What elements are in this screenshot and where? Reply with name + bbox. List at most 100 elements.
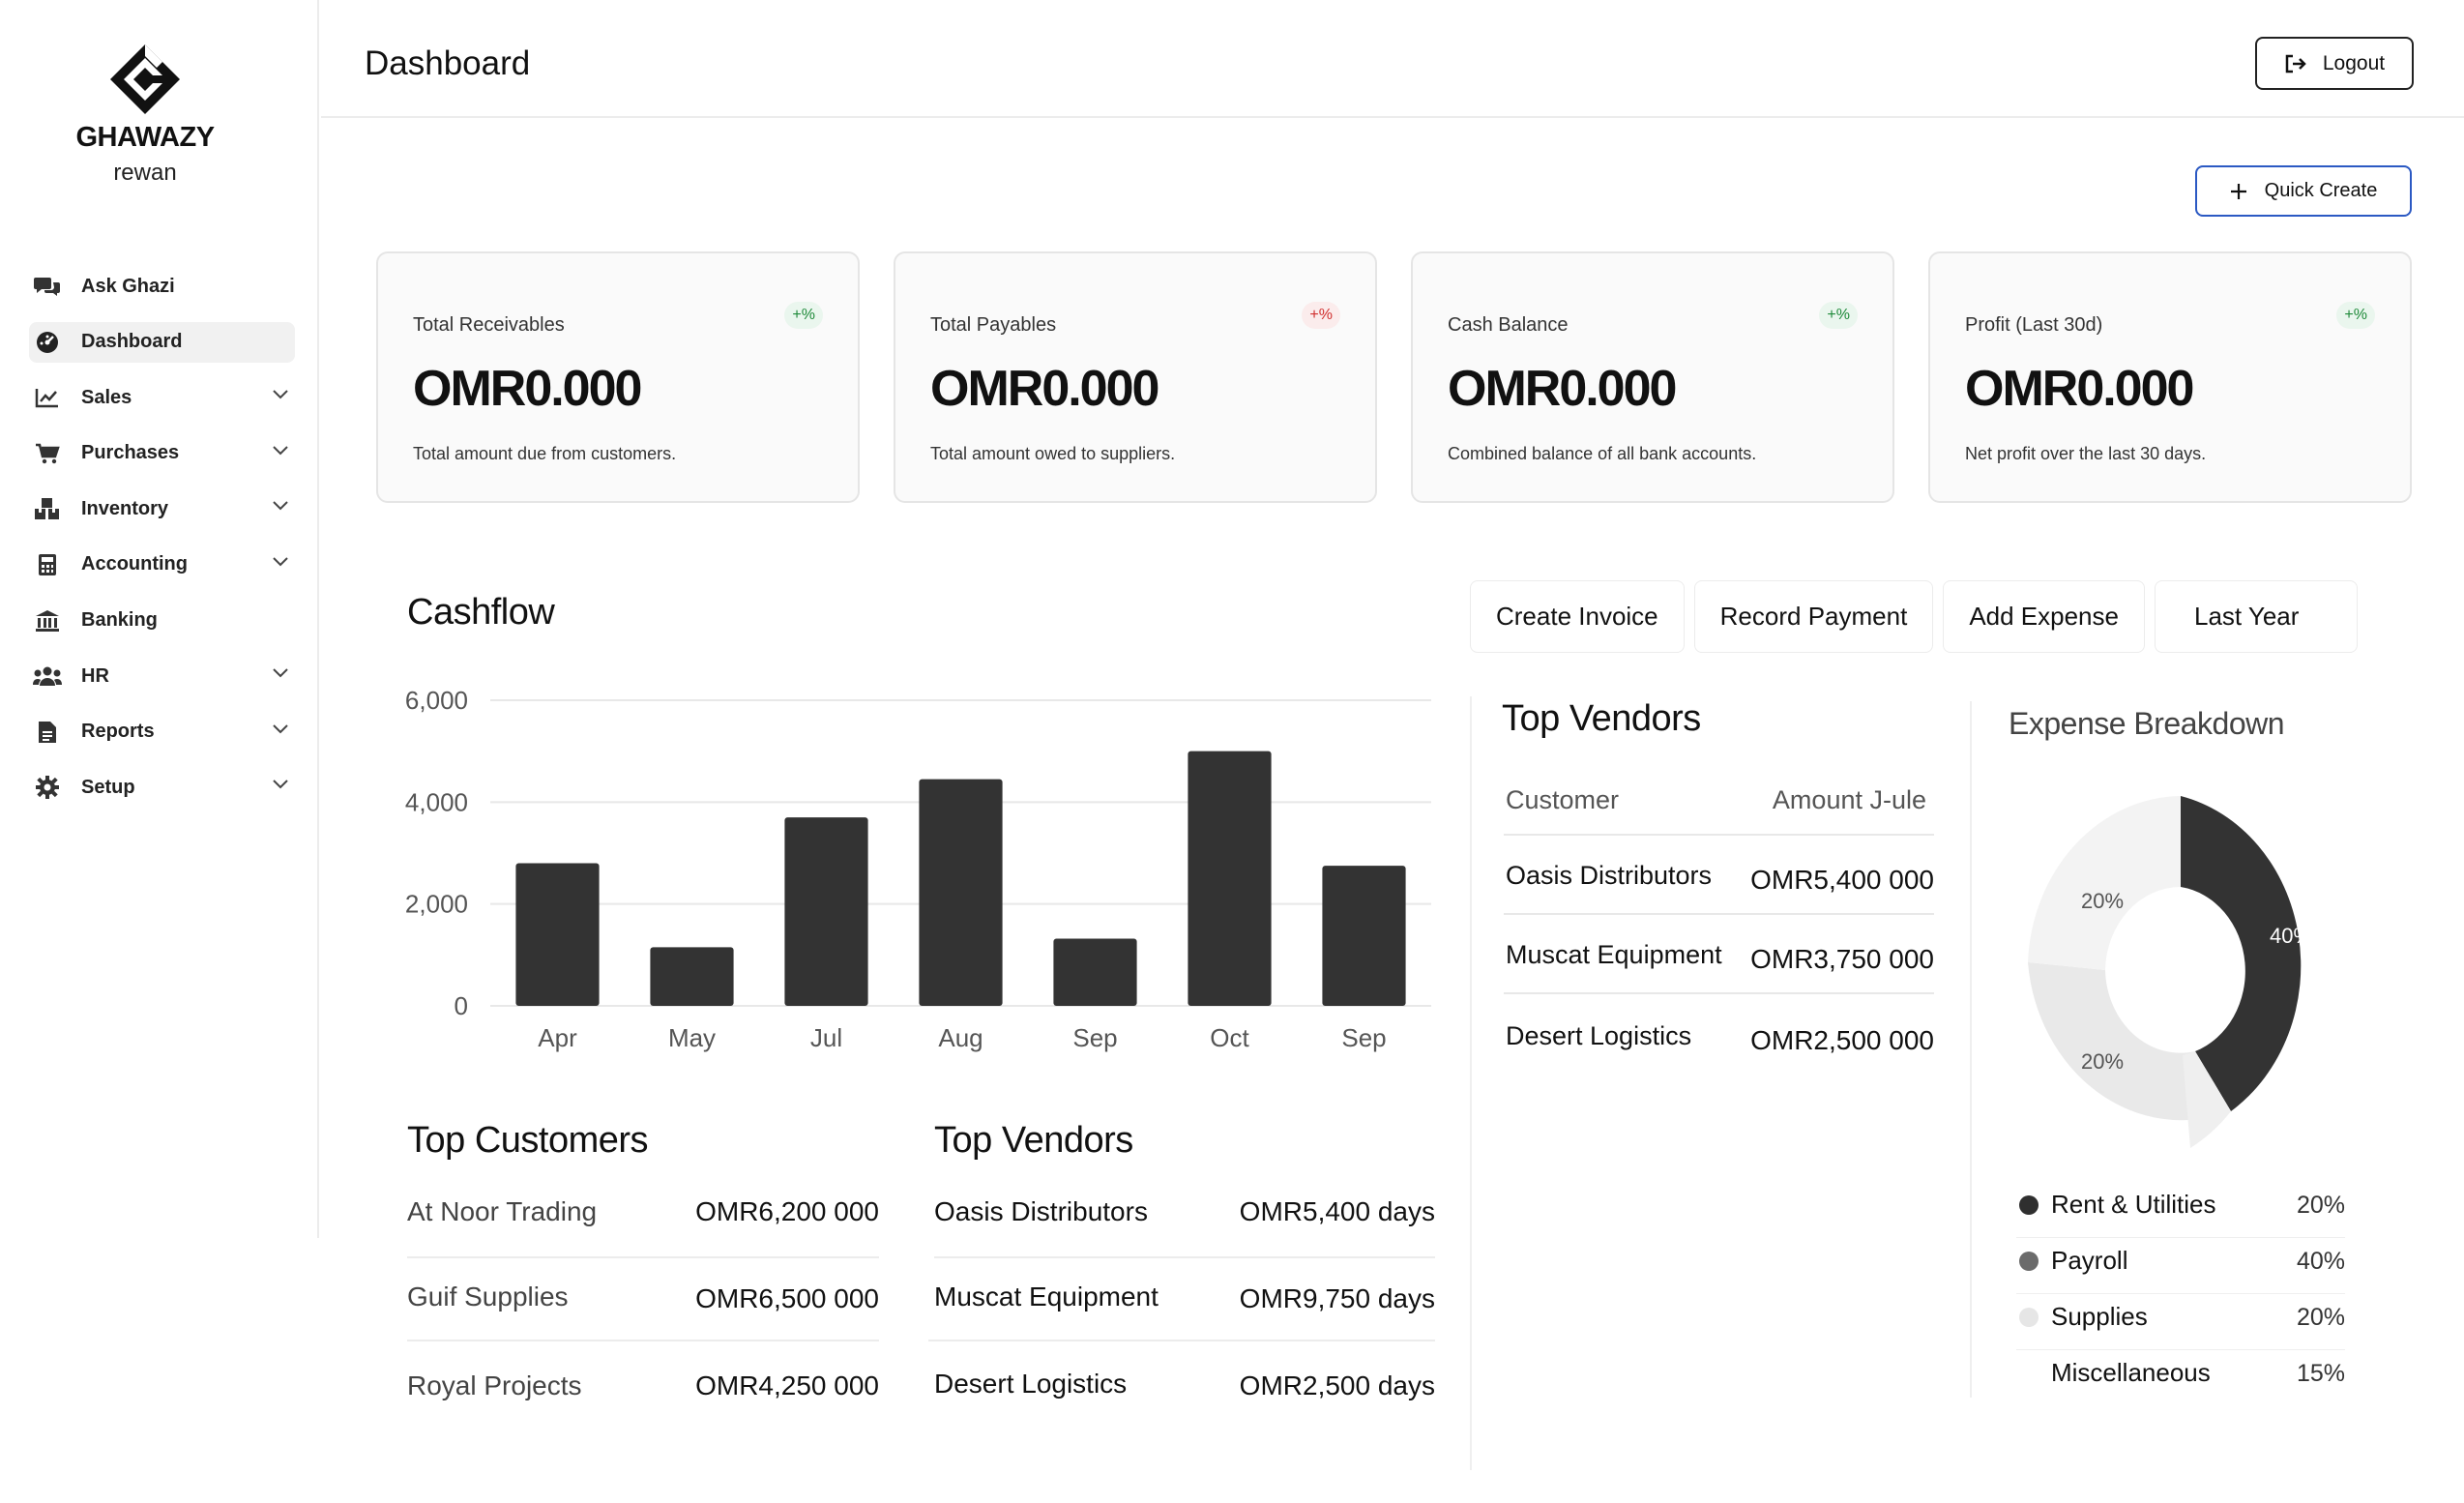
- document-icon: [33, 721, 62, 744]
- donut-label: 40%: [2270, 924, 2312, 948]
- brand-name: GHAWAZY: [75, 122, 215, 153]
- bar-aug[interactable]: [919, 779, 1003, 1006]
- customer-amount: OMR4,250 000: [695, 1370, 879, 1400]
- legend-label: Rent & Utilities: [2051, 1190, 2216, 1219]
- bar-jul[interactable]: [784, 817, 868, 1006]
- card-value: OMR0.000: [1965, 361, 2194, 417]
- card-value: OMR0.000: [1448, 361, 1677, 417]
- card-value: OMR0.000: [413, 361, 642, 417]
- customer-name: At Noor Trading: [407, 1196, 598, 1226]
- chevron-down-icon[interactable]: [272, 779, 289, 790]
- brand-logo[interactable]: GHAWAZY rewan: [0, 43, 290, 187]
- list-item[interactable]: Muscat Equipment OMR9,750 days: [928, 1258, 1435, 1341]
- period-filter-button[interactable]: Last Year: [2154, 580, 2359, 653]
- table-row[interactable]: Oasis Distributors OMR5,400 000: [1504, 836, 1934, 915]
- y-tick-label: 4,000: [405, 787, 468, 816]
- cart-icon: [33, 442, 62, 465]
- vendor-amount: OMR9,750 days: [1239, 1283, 1435, 1313]
- customer-amount: OMR6,200 000: [695, 1196, 879, 1226]
- top-header: Dashboard Logout: [321, 0, 2464, 118]
- vendor-name: Desert Logistics: [1506, 1021, 1692, 1050]
- quick-create-label: Quick Create: [2264, 180, 2378, 201]
- legend-dot: [2019, 1195, 2039, 1215]
- users-icon: [33, 664, 62, 688]
- kpi-card-payables: Total Payables +% OMR0.000 Total amount …: [894, 251, 1377, 503]
- chevron-down-icon[interactable]: [272, 500, 289, 512]
- sidebar-item-inventory[interactable]: Inventory: [29, 488, 295, 529]
- chart-line-icon: [33, 386, 62, 409]
- table-row[interactable]: Desert Logistics OMR2,500 000: [1504, 996, 1934, 1076]
- top-vendors-table-title: Top Vendors: [1502, 698, 1701, 739]
- card-label: Cash Balance: [1448, 314, 1569, 336]
- gear-icon: [33, 776, 62, 800]
- customer-name: Royal Projects: [407, 1370, 582, 1400]
- card-label: Total Payables: [930, 314, 1057, 336]
- card-description: Total amount due from customers.: [413, 444, 677, 463]
- donut-segment-misc: [2183, 1051, 2231, 1148]
- chevron-down-icon[interactable]: [272, 667, 289, 679]
- create-invoice-button[interactable]: Create Invoice: [1470, 580, 1685, 653]
- vendor-amount: OMR3,750 000: [1750, 944, 1934, 974]
- chevron-down-icon[interactable]: [272, 556, 289, 568]
- quick-create-button[interactable]: Quick Create: [2195, 165, 2412, 217]
- list-item[interactable]: Guif Supplies OMR6,500 000: [407, 1258, 879, 1341]
- y-tick-label: 0: [455, 991, 468, 1020]
- table-row[interactable]: Muscat Equipment OMR3,750 000: [1504, 915, 1934, 994]
- donut-segment-supplies: [2028, 962, 2231, 1121]
- logout-button[interactable]: Logout: [2255, 37, 2414, 90]
- chevron-down-icon[interactable]: [272, 445, 289, 457]
- list-item[interactable]: Royal Projects OMR4,250 000: [407, 1341, 879, 1425]
- bar-oct[interactable]: [1188, 751, 1272, 1006]
- sidebar-item-label: Ask Ghazi: [81, 275, 175, 297]
- list-item[interactable]: Oasis Distributors OMR5,400 days: [934, 1175, 1435, 1258]
- kpi-card-receivables: Total Receivables +% OMR0.000 Total amou…: [376, 251, 860, 503]
- legend-dot: [2019, 1252, 2039, 1271]
- customer-amount: OMR6,500 000: [695, 1283, 879, 1313]
- vendor-amount: OMR2,500 days: [1239, 1370, 1435, 1400]
- donut-segment-payroll: [2181, 796, 2302, 1111]
- card-label: Total Receivables: [413, 314, 565, 336]
- bar-may[interactable]: [650, 947, 734, 1006]
- sidebar-item-ask-ghazi[interactable]: Ask Ghazi: [29, 266, 295, 307]
- legend-percent: 20%: [2296, 1192, 2345, 1219]
- legend-label: Supplies: [2051, 1302, 2148, 1331]
- chevron-down-icon[interactable]: [272, 389, 289, 400]
- card-label: Profit (Last 30d): [1965, 314, 2103, 336]
- chevron-down-icon[interactable]: [272, 723, 289, 735]
- sidebar-item-hr[interactable]: HR: [29, 656, 295, 696]
- bar-sep[interactable]: [1053, 938, 1137, 1006]
- sidebar-item-purchases[interactable]: Purchases: [29, 433, 295, 474]
- sidebar-item-banking[interactable]: Banking: [29, 601, 295, 641]
- y-tick-label: 6,000: [405, 686, 468, 715]
- sidebar-item-dashboard[interactable]: Dashboard: [29, 321, 295, 363]
- sidebar-item-sales[interactable]: Sales: [29, 377, 295, 418]
- sidebar-item-reports[interactable]: Reports: [29, 712, 295, 752]
- record-payment-button[interactable]: Record Payment: [1693, 580, 1934, 653]
- table-header: Customer Amount J-ule: [1504, 764, 1934, 836]
- vendor-name: Desert Logistics: [934, 1369, 1128, 1399]
- change-badge: +%: [2336, 302, 2375, 329]
- card-value: OMR0.000: [930, 361, 1159, 417]
- legend-item-payroll: Payroll 40%: [2016, 1238, 2345, 1294]
- dashboard-icon: [33, 331, 62, 354]
- vendor-amount: OMR5,400 000: [1750, 865, 1934, 895]
- add-expense-button[interactable]: Add Expense: [1943, 580, 2145, 653]
- sidebar-item-setup[interactable]: Setup: [29, 767, 295, 808]
- legend-item-rent: Rent & Utilities 20%: [2016, 1182, 2345, 1238]
- legend-percent: 15%: [2296, 1360, 2345, 1387]
- plus-icon: [2230, 183, 2246, 199]
- sidebar-item-accounting[interactable]: Accounting: [29, 545, 295, 585]
- bar-apr[interactable]: [515, 863, 600, 1006]
- sidebar-item-label: Purchases: [81, 442, 180, 464]
- x-tick-label: Aug: [938, 1023, 983, 1052]
- bar-sep[interactable]: [1322, 866, 1406, 1006]
- list-item[interactable]: Desert Logistics OMR2,500 days: [934, 1341, 1435, 1425]
- vendor-name: Oasis Distributors: [934, 1196, 1148, 1226]
- expense-breakdown-title: Expense Breakdown: [2009, 706, 2285, 741]
- sidebar-nav: Ask Ghazi Dashboard Sales Purchases: [29, 266, 295, 823]
- bank-icon: [33, 609, 62, 633]
- logout-label: Logout: [2322, 51, 2386, 74]
- list-item[interactable]: At Noor Trading OMR6,200 000: [407, 1175, 879, 1258]
- sidebar-item-label: Banking: [81, 609, 158, 632]
- kpi-card-cash-balance: Cash Balance +% OMR0.000 Combined balanc…: [1411, 251, 1894, 503]
